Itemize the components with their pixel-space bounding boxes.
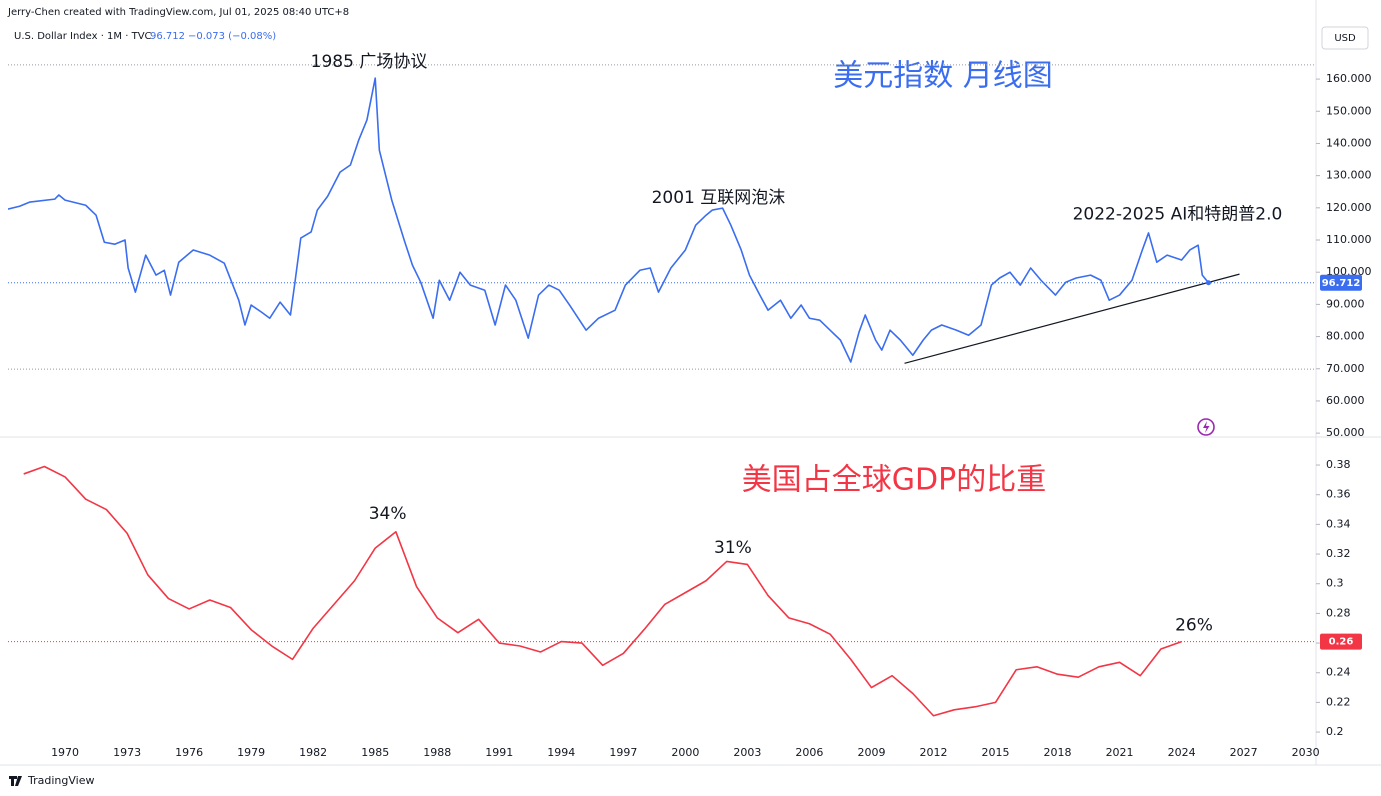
currency[interactable]: USD	[1334, 33, 1356, 44]
x-tick-label: 2015	[982, 746, 1010, 759]
x-tick-label: 2006	[795, 746, 823, 759]
symbol-price: 96.712	[150, 31, 185, 42]
last-value-tag	[1320, 274, 1362, 291]
y-tick-label: 140.000	[1326, 136, 1372, 149]
y-tick-label: 150.000	[1326, 104, 1372, 117]
symbol-change: −0.073 (−0.08%)	[188, 31, 276, 42]
y-tick-label: 110.000	[1326, 233, 1372, 246]
x-tick-label: 2030	[1292, 746, 1320, 759]
plot-area	[23, 465, 1182, 717]
annotation: 34%	[369, 504, 407, 524]
annotation: 1985 广场协议	[311, 52, 428, 72]
symbol: U.S. Dollar Index · 1M · TVC	[14, 31, 152, 42]
last-value-tag	[1320, 633, 1362, 650]
last-point	[1205, 280, 1211, 286]
last-value-label: 0.26	[1329, 637, 1354, 648]
x-tick-label: 2027	[1230, 746, 1258, 759]
y-tick-label: 0.2	[1326, 725, 1344, 738]
y-tick-label: 0.24	[1326, 666, 1351, 679]
plot-area	[8, 77, 1240, 364]
chart-title: 美国占全球GDP的比重	[742, 463, 1046, 498]
x-tick-label: 1970	[51, 746, 79, 759]
y-tick-label: 0.36	[1326, 488, 1351, 501]
alert-icon[interactable]	[1197, 418, 1215, 436]
series-line	[23, 465, 1182, 717]
x-tick-label: 2009	[857, 746, 885, 759]
x-tick-label: 1994	[547, 746, 575, 759]
x-tick-label: 1991	[485, 746, 513, 759]
x-tick-label: 2003	[733, 746, 761, 759]
x-tick-label: 1997	[609, 746, 637, 759]
x-tick-label: 2012	[919, 746, 947, 759]
y-tick-label: 70.000	[1326, 362, 1365, 375]
x-tick-label: 1985	[361, 746, 389, 759]
y-tick-label: 90.000	[1326, 297, 1365, 310]
annotation: 26%	[1175, 615, 1213, 635]
currency-box[interactable]	[1321, 26, 1369, 50]
x-tick-label: 2018	[1044, 746, 1072, 759]
y-tick-label: 0.22	[1326, 695, 1351, 708]
x-tick-label: 2024	[1168, 746, 1196, 759]
series-line	[8, 77, 1210, 363]
trendline	[904, 273, 1240, 364]
y-tick-label: 0.38	[1326, 458, 1351, 471]
y-tick-label: 0.28	[1326, 606, 1351, 619]
annotation: 2022-2025 AI和特朗普2.0	[1073, 204, 1283, 224]
x-tick-label: 1973	[113, 746, 141, 759]
y-tick-label: 0.32	[1326, 547, 1351, 560]
last-value-label: 96.712	[1322, 278, 1361, 289]
y-tick-label: 50.000	[1326, 426, 1365, 439]
y-tick-label: 160.000	[1326, 72, 1372, 85]
y-tick-label: 80.000	[1326, 330, 1365, 343]
annotation: 31%	[714, 538, 752, 558]
brand-logo	[9, 776, 22, 786]
x-tick-label: 1976	[175, 746, 203, 759]
x-tick-label: 1982	[299, 746, 327, 759]
y-tick-label: 130.000	[1326, 169, 1372, 182]
x-tick-label: 2000	[671, 746, 699, 759]
y-tick-label: 120.000	[1326, 201, 1372, 214]
y-tick-label: 0.34	[1326, 517, 1351, 530]
attribution: Jerry-Chen created with TradingView.com,…	[7, 7, 349, 18]
x-tick-label: 1979	[237, 746, 265, 759]
alert-bolt	[1203, 421, 1210, 433]
annotation: 2001 互联网泡沫	[652, 188, 786, 208]
chart-title: 美元指数 月线图	[833, 59, 1053, 94]
y-tick-label: 0.3	[1326, 577, 1344, 590]
y-tick-label: 60.000	[1326, 394, 1365, 407]
brand: TradingView	[27, 774, 94, 787]
x-tick-label: 1988	[423, 746, 451, 759]
x-tick-label: 2021	[1106, 746, 1134, 759]
